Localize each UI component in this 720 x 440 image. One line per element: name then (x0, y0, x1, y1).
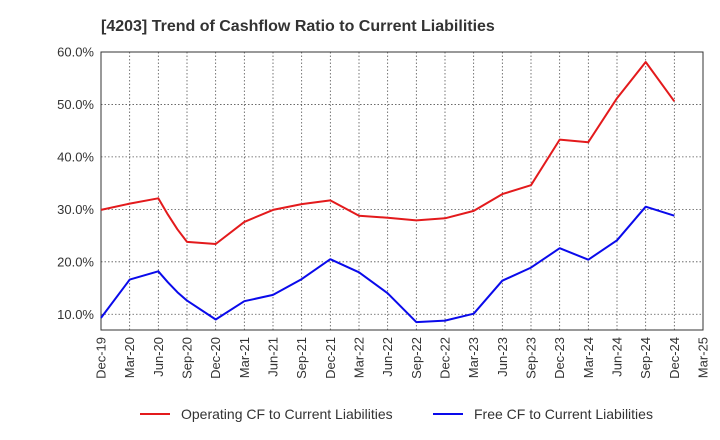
legend: Operating CF to Current Liabilities Free… (140, 406, 653, 422)
legend-label-operating-cf: Operating CF to Current Liabilities (181, 406, 393, 422)
y-tick-label: 10.0% (57, 307, 94, 322)
chart-title: [4203] Trend of Cashflow Ratio to Curren… (101, 18, 495, 35)
series-line-operating-cf (100, 61, 676, 245)
grid (100, 51, 704, 330)
y-tick-label: 60.0% (57, 45, 94, 60)
x-tick-label: Sep-20 (180, 337, 195, 379)
y-tick-label: 50.0% (57, 97, 94, 112)
x-tick-label: Jun-21 (266, 337, 281, 377)
x-tick-label: Mar-25 (696, 337, 711, 378)
x-tick-label: Sep-23 (524, 337, 539, 379)
x-tick-label: Jun-23 (495, 337, 510, 377)
y-tick-label: 40.0% (57, 149, 94, 164)
y-tick-label: 20.0% (57, 254, 94, 269)
plot-frame (100, 51, 704, 331)
x-tick-label: Mar-21 (237, 337, 252, 378)
x-tick-label: Jun-22 (380, 337, 395, 377)
x-tick-label: Mar-23 (466, 337, 481, 378)
x-tick-label: Mar-20 (122, 337, 137, 378)
x-tick-label: Sep-24 (638, 337, 653, 379)
x-axis: Dec-19 Mar-20 Jun-20 Sep-20 Dec-20 Mar-21 Jun-… (94, 337, 711, 379)
x-tick-label: Dec-24 (667, 337, 682, 379)
x-tick-label: Mar-24 (581, 337, 596, 378)
series-line-free-cf (100, 205, 675, 324)
x-tick-label: Dec-19 (94, 337, 109, 379)
x-tick-label: Dec-23 (552, 337, 567, 379)
series-lines (100, 61, 676, 324)
legend-label-free-cf: Free CF to Current Liabilities (474, 406, 653, 422)
x-tick-label: Sep-22 (409, 337, 424, 379)
y-tick-label: 30.0% (57, 202, 94, 217)
y-axis: 10.0% 20.0% 30.0% 40.0% 50.0% 60.0% (57, 45, 94, 322)
x-tick-label: Jun-24 (610, 337, 625, 377)
x-tick-label: Dec-20 (208, 337, 223, 379)
x-tick-label: Sep-21 (294, 337, 309, 379)
x-tick-label: Dec-22 (438, 337, 453, 379)
x-tick-label: Jun-20 (151, 337, 166, 377)
x-tick-label: Dec-21 (323, 337, 338, 379)
x-tick-label: Mar-22 (352, 337, 367, 378)
